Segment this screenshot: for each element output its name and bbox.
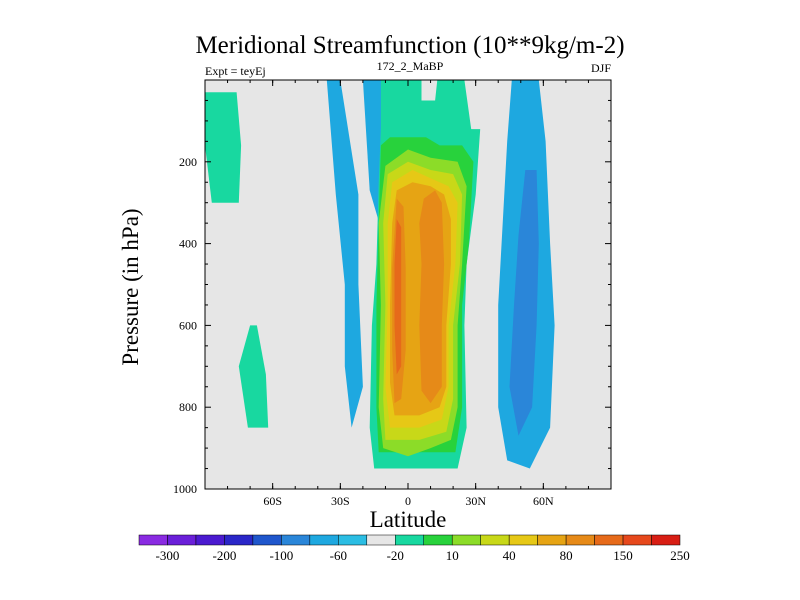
colorbar-swatch bbox=[366, 534, 396, 546]
colorbar-swatch bbox=[167, 534, 197, 546]
expt-label: Expt = teyEj bbox=[205, 64, 266, 78]
y-axis-title: Pressure (in hPa) bbox=[118, 208, 143, 365]
colorbar-swatch bbox=[423, 534, 453, 546]
colorbar-label: 10 bbox=[446, 548, 459, 563]
colorbar-swatch bbox=[338, 534, 368, 546]
colorbar-label: -20 bbox=[387, 548, 404, 563]
axes-layer: 60S 30S 0 30N 60N 200 400 600 800 1000 bbox=[173, 80, 611, 508]
colorbar-label: 150 bbox=[613, 548, 633, 563]
colorbar-swatch bbox=[252, 534, 282, 546]
colorbar-swatch bbox=[508, 534, 538, 546]
colorbar-swatch bbox=[195, 534, 225, 546]
colorbar-swatch bbox=[309, 534, 339, 546]
x-tick-label: 30N bbox=[465, 494, 486, 508]
colorbar-label: -60 bbox=[330, 548, 347, 563]
contour-region-5 bbox=[509, 170, 539, 436]
x-tick-label: 30S bbox=[331, 494, 350, 508]
colorbar-swatch bbox=[281, 534, 311, 546]
colorbar-label: 250 bbox=[670, 548, 690, 563]
x-axis-title: Latitude bbox=[370, 507, 447, 532]
colorbar-label: 80 bbox=[560, 548, 573, 563]
colorbar-swatch bbox=[224, 534, 254, 546]
colorbar-label: -300 bbox=[156, 548, 180, 563]
y-tick-label: 1000 bbox=[173, 482, 197, 496]
colorbar-swatch bbox=[565, 534, 595, 546]
x-tick-label: 60S bbox=[263, 494, 282, 508]
contour-region-0 bbox=[205, 92, 242, 203]
colorbar-swatch bbox=[594, 534, 624, 546]
colorbar-swatch bbox=[395, 534, 424, 546]
y-tick-label: 600 bbox=[179, 318, 197, 332]
x-tick-label: 0 bbox=[405, 494, 411, 508]
x-tick-label: 60N bbox=[533, 494, 554, 508]
y-tick-label: 200 bbox=[179, 155, 197, 169]
colorbar-swatch bbox=[480, 534, 510, 546]
y-tick-label: 800 bbox=[179, 400, 197, 414]
colorbar-swatch bbox=[651, 534, 681, 546]
chart-title: Meridional Streamfunction (10**9kg/m-2) bbox=[195, 32, 624, 59]
y-tick-label: 400 bbox=[179, 237, 197, 251]
colorbar-swatch bbox=[622, 534, 652, 546]
colorbar-swatch bbox=[138, 534, 168, 546]
contour-region-13 bbox=[419, 190, 445, 404]
contour-layer bbox=[205, 80, 555, 469]
colorbar-swatch bbox=[537, 534, 567, 546]
contour-region-14 bbox=[394, 219, 402, 375]
contour-region-1 bbox=[238, 325, 269, 428]
experiment-id-label: 172_2_MaBP bbox=[377, 59, 444, 73]
colorbar-label: 40 bbox=[503, 548, 516, 563]
colorbar-label: -200 bbox=[212, 548, 236, 563]
colorbar: -300 -200 -100 -60 -20 10 40 80 150 250 bbox=[138, 534, 690, 563]
season-label: DJF bbox=[591, 61, 611, 75]
colorbar-swatch bbox=[451, 534, 481, 546]
contour-region-3 bbox=[326, 80, 363, 428]
colorbar-label: -100 bbox=[269, 548, 293, 563]
